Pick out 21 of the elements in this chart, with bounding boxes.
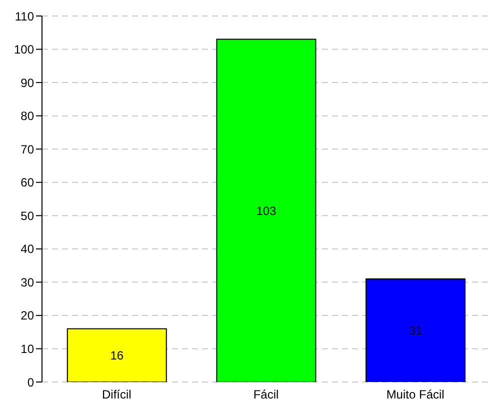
y-tick-label: 40 xyxy=(20,242,34,256)
bar xyxy=(366,278,466,382)
x-tick-label: Difícil xyxy=(102,388,132,402)
x-tick-label: Fácil xyxy=(253,388,279,402)
data-label: 16 xyxy=(110,348,124,363)
y-tick-label: 20 xyxy=(20,308,34,323)
data-label: 103 xyxy=(256,204,277,218)
x-tick-label: Muito Fácil xyxy=(386,388,444,402)
y-tick-label: 70 xyxy=(20,142,34,156)
y-tick-label: 100 xyxy=(14,42,34,57)
bar xyxy=(216,38,316,382)
bar xyxy=(66,328,167,382)
data-label: 31 xyxy=(408,324,423,338)
y-tick-label: 50 xyxy=(20,208,34,223)
y-tick-label: 0 xyxy=(27,375,34,390)
y-tick-label: 60 xyxy=(20,176,34,190)
y-tick-label: 30 xyxy=(20,275,34,290)
y-tick-label: 90 xyxy=(20,76,34,90)
y-tick-label: 80 xyxy=(20,109,34,124)
y-tick-label: 110 xyxy=(14,9,34,24)
y-tick-label: 10 xyxy=(20,342,34,356)
